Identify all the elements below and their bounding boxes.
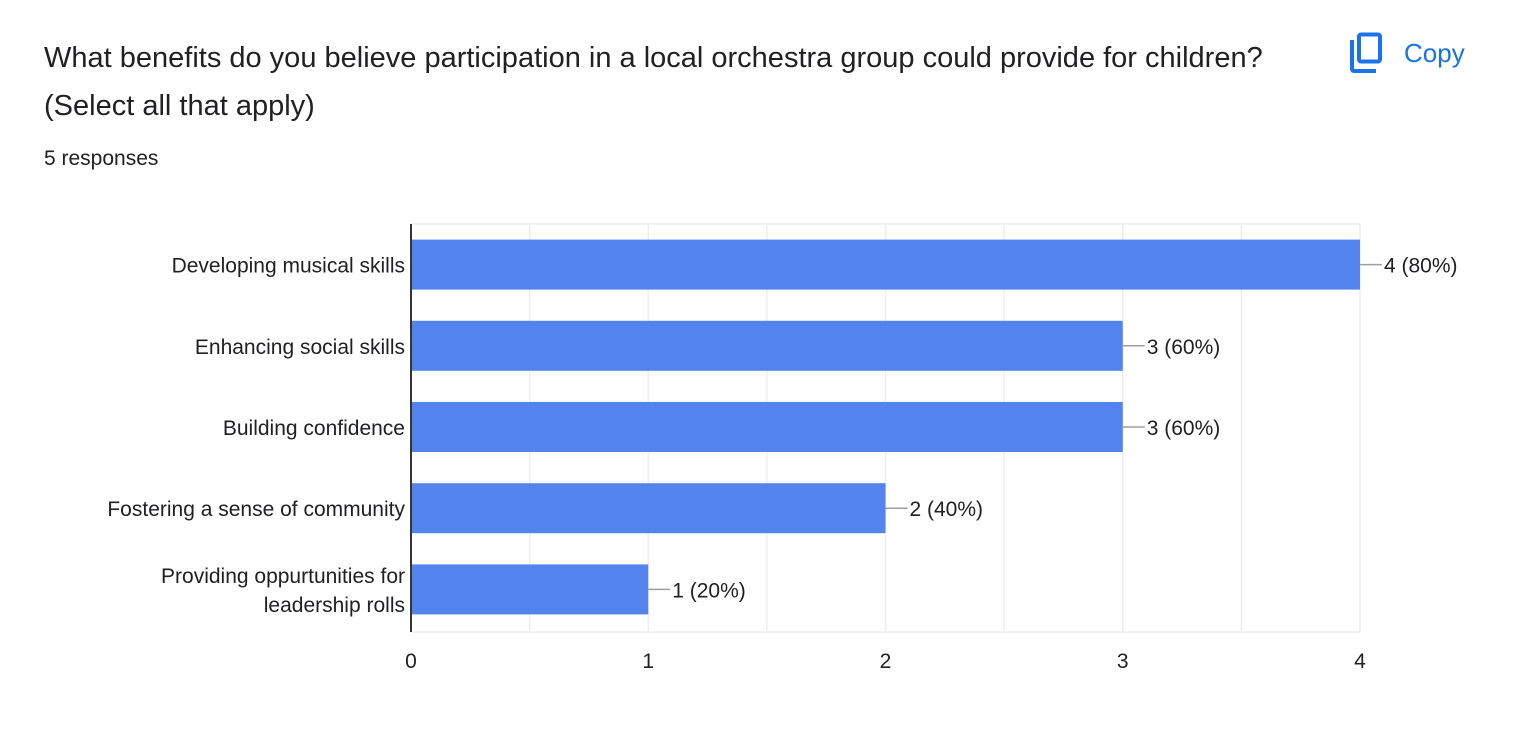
category-label: Building confidence [223,417,405,440]
data-label: 2 (40%) [910,498,984,521]
data-label: 3 (60%) [1147,417,1221,440]
bar [411,239,1360,290]
data-label: 3 (60%) [1147,336,1221,359]
copy-button[interactable]: Copy [1344,30,1469,76]
x-tick-label: 0 [405,650,417,673]
x-tick-label: 2 [880,650,892,673]
category-label: Fostering a sense of community [107,498,405,521]
x-tick-label: 1 [642,650,654,673]
bar [411,564,649,615]
axes: 0 1 2 3 4 [405,224,1366,673]
category-label: Providing oppurtunities for leadership ro… [161,565,405,617]
copy-label: Copy [1404,37,1465,68]
data-label: 4 (80%) [1384,255,1458,278]
bars [411,239,1360,615]
category-label: Enhancing social skills [195,336,405,359]
copy-icon [1348,32,1384,74]
x-tick-label: 3 [1117,650,1129,673]
question-title: What benefits do you believe participati… [44,42,1263,122]
response-count: 5 responses [44,147,159,170]
bar [411,483,886,534]
labels: 4 (80%) 3 (60%) 3 (60%) 2 (40%) 1 (20%) Devel… [107,255,1457,617]
bar [411,320,1123,371]
data-label: 1 (20%) [672,579,746,602]
x-tick-label: 4 [1354,650,1366,673]
bar [411,402,1123,452]
category-label: Developing musical skills [172,255,405,278]
